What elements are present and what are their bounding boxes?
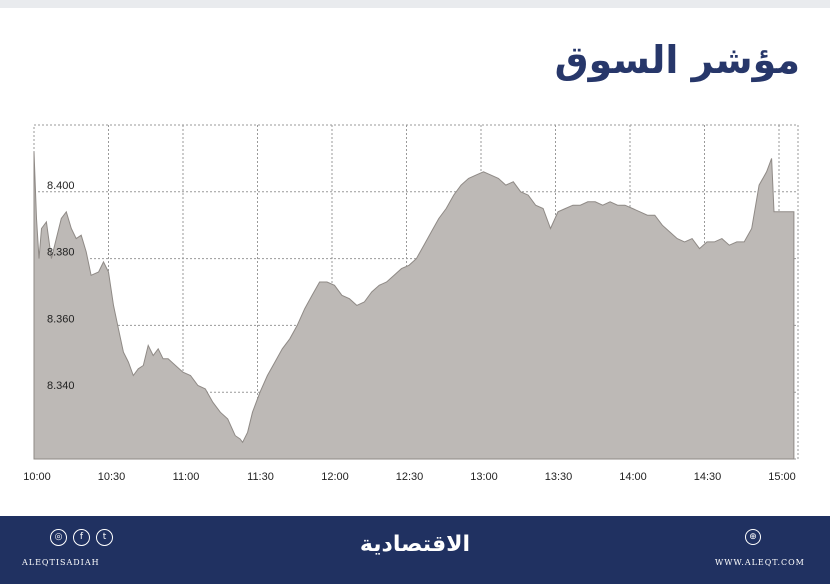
x-axis-ticks: 10:00 10:30 11:00 11:30 12:00 12:30 13:00 13:30… — [23, 471, 796, 483]
globe-icon[interactable]: ⊕ — [745, 529, 761, 545]
x-tick-label: 12:00 — [321, 471, 349, 483]
y-axis-ticks: 8.340 8.360 8.380 8.400 — [47, 180, 75, 392]
y-tick-label: 8.400 — [47, 180, 75, 192]
x-tick-label: 11:00 — [173, 471, 200, 483]
y-tick-label: 8.380 — [47, 247, 75, 259]
social-handle: ALEQTISADIAH — [22, 558, 100, 567]
y-tick-label: 8.340 — [47, 380, 75, 392]
twitter-icon[interactable]: t — [96, 529, 113, 546]
chart-title: مؤشر السوق — [554, 38, 800, 82]
x-tick-label: 10:30 — [98, 471, 126, 483]
x-tick-label: 14:30 — [694, 471, 722, 483]
facebook-icon[interactable]: f — [73, 529, 90, 546]
website-url: WWW.ALEQT.COM — [715, 558, 805, 567]
top-border — [0, 0, 830, 8]
social-icons: ◎ f t — [50, 529, 113, 546]
market-index-chart: 8.340 8.360 8.380 8.400 10:00 10:30 11:00 11:3… — [23, 124, 799, 483]
x-tick-label: 13:30 — [545, 471, 573, 483]
x-tick-label: 12:30 — [396, 471, 424, 483]
index-area — [33, 151, 795, 460]
x-tick-label: 13:00 — [470, 471, 498, 483]
x-tick-label: 11:30 — [247, 471, 274, 483]
x-tick-label: 10:00 — [23, 471, 51, 483]
x-tick-label: 15:00 — [768, 471, 796, 483]
instagram-icon[interactable]: ◎ — [50, 529, 67, 546]
footer-bar: ◎ f t ALEQTISADIAH الاقتصادية ⊕ WWW.ALEQ… — [0, 516, 830, 584]
y-tick-label: 8.360 — [47, 313, 75, 325]
brand-logo: الاقتصادية — [359, 532, 471, 557]
x-tick-label: 14:00 — [619, 471, 647, 483]
